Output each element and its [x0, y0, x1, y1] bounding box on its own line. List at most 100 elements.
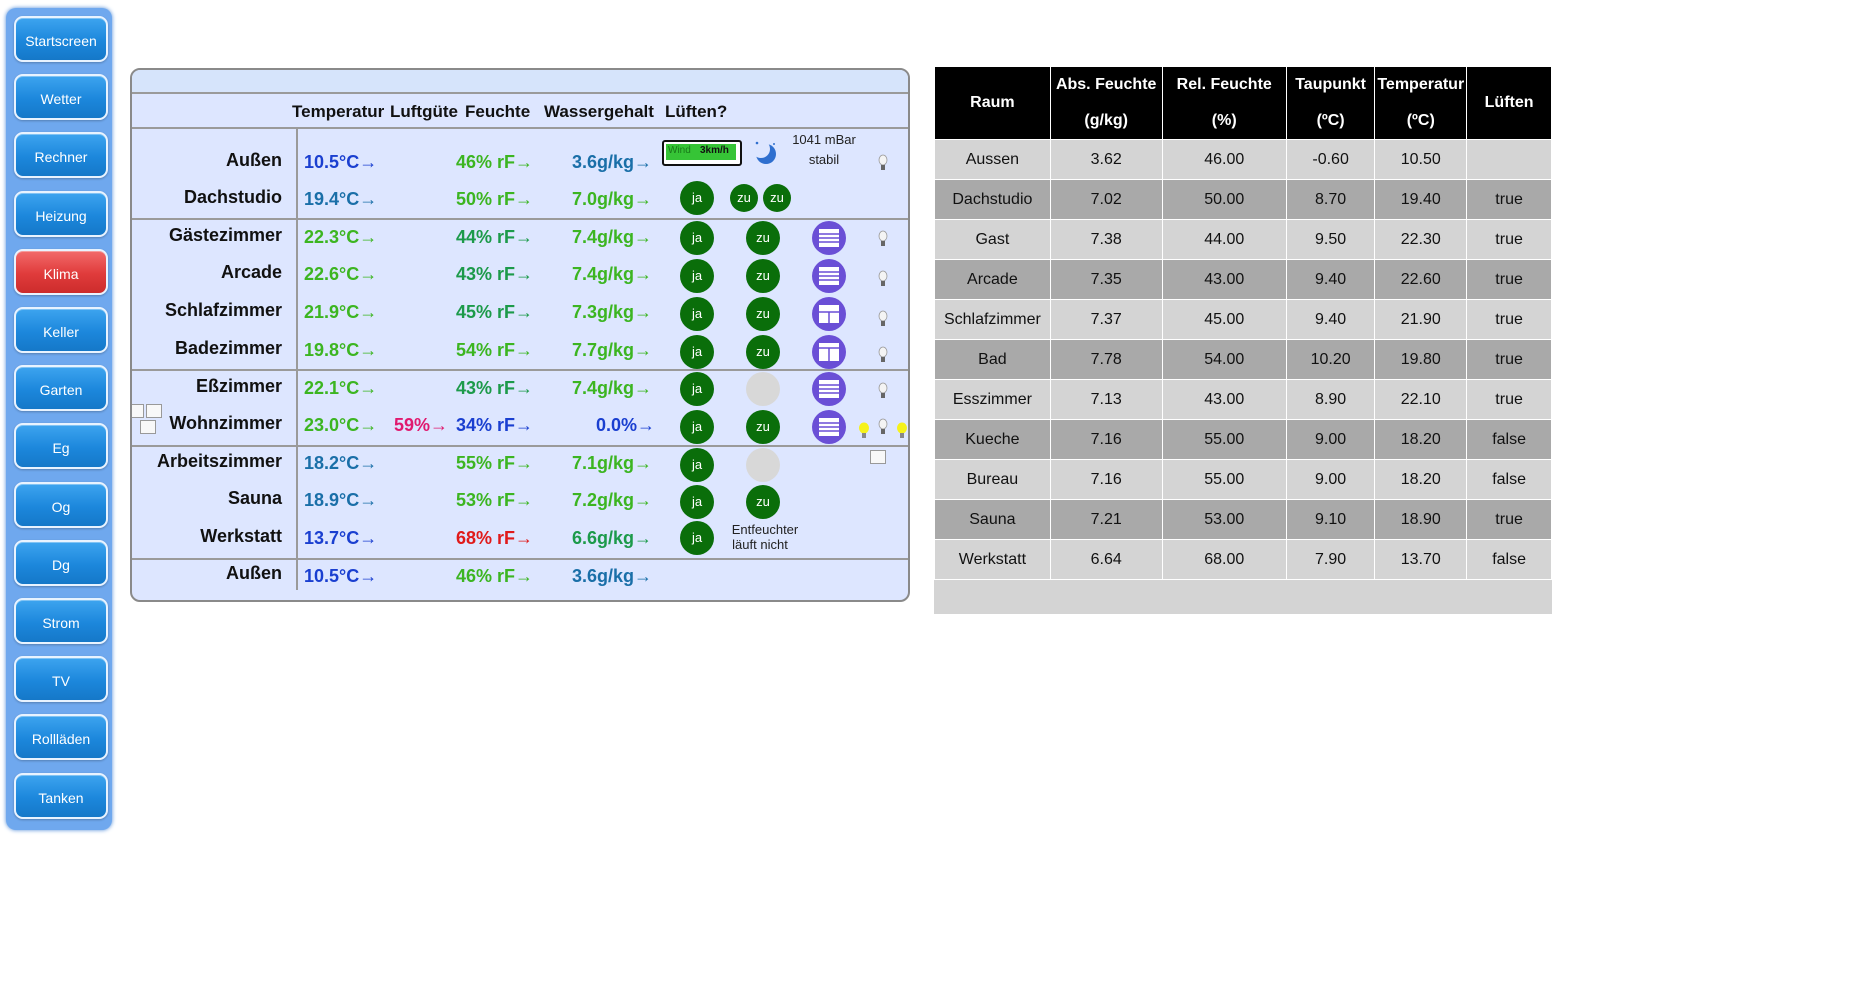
column-header-line: Lüften [1484, 94, 1534, 111]
nav-button-rechner[interactable]: Rechner [14, 132, 108, 179]
table-cell: 9.40 [1285, 259, 1376, 300]
window-closed-indicator[interactable]: zu [763, 184, 791, 212]
table-cell: 3.62 [1049, 139, 1163, 180]
nav-button-dg[interactable]: Dg [14, 539, 108, 586]
room-label-aussen: Außen [226, 150, 282, 170]
nav-button-tv[interactable]: TV [14, 656, 108, 703]
dehumidifier-status: Entfeuchter [731, 522, 799, 537]
nav-button-wetter[interactable]: Wetter [14, 74, 108, 121]
hum-werkstatt: 68% rF→ [456, 528, 534, 548]
table-cell: Bad [934, 339, 1051, 380]
blind-icon[interactable] [812, 372, 846, 406]
vent-yes-indicator[interactable]: ja [680, 448, 714, 482]
table-cell: 9.40 [1285, 299, 1376, 340]
window-closed-indicator[interactable]: zu [746, 221, 780, 255]
nav-button-tanken[interactable]: Tanken [14, 772, 108, 819]
header-feuchte: Feuchte [465, 102, 531, 121]
table-row: Sauna 7.21 53.00 9.10 18.90 true [934, 499, 1552, 540]
wind-indicator: Wind 3km/h [662, 140, 742, 166]
vent-yes-indicator[interactable]: ja [680, 372, 714, 406]
nav-button-keller[interactable]: Keller [14, 307, 108, 353]
light-bulb-off-icon [878, 270, 888, 288]
room-label-aussen: Außen [226, 563, 282, 583]
header-luftguete: Luftgüte [390, 102, 458, 121]
temp-arbeitszimmer: 18.2°C→ [304, 453, 378, 473]
table-cell: 43.00 [1161, 259, 1287, 300]
table-cell: 55.00 [1161, 459, 1287, 500]
divider [132, 92, 908, 94]
table-cell: 7.90 [1285, 539, 1376, 580]
window-icon[interactable] [812, 335, 846, 369]
nav-button-heizung[interactable]: Heizung [14, 190, 108, 237]
light-bulb-off-icon [878, 346, 888, 364]
window-closed-indicator[interactable]: zu [730, 184, 758, 212]
table-cell: Werkstatt [934, 539, 1051, 580]
panel-title-bar [132, 70, 908, 93]
water-aussen: 3.6g/kg→ [572, 152, 653, 172]
window-closed-indicator[interactable]: zu [746, 410, 780, 444]
vent-yes-indicator[interactable]: ja [680, 181, 714, 215]
table-cell: 53.00 [1161, 499, 1287, 540]
blind-icon[interactable] [812, 297, 846, 331]
window-closed-indicator[interactable]: zu [746, 335, 780, 369]
vent-yes-indicator[interactable]: ja [680, 221, 714, 255]
blind-icon[interactable] [812, 410, 846, 444]
vent-yes-indicator[interactable]: ja [680, 297, 714, 331]
header-lueften: Lüften? [665, 102, 728, 121]
hum-arcade: 43% rF→ [456, 264, 534, 284]
column-header-line: Raum [970, 94, 1015, 111]
nav-button-og[interactable]: Og [14, 481, 108, 528]
blind-icon[interactable] [812, 221, 846, 255]
window-closed-indicator[interactable]: zu [746, 297, 780, 331]
table-cell: 18.20 [1374, 419, 1468, 460]
table-cell: 10.20 [1285, 339, 1376, 380]
hum-schlafzimmer: 45% rF→ [456, 302, 534, 322]
divider [132, 369, 908, 371]
vent-yes-indicator[interactable]: ja [680, 335, 714, 369]
light-bulb-off-icon [878, 418, 888, 436]
pressure-value: 1041 mBar [792, 132, 856, 147]
table-cell: Gast [934, 219, 1051, 260]
window-status-unknown-indicator[interactable] [746, 372, 780, 406]
table-cell: 8.90 [1285, 379, 1376, 420]
table-cell: 55.00 [1161, 419, 1287, 460]
pressure-trend: stabil [808, 152, 840, 167]
nav-button-strom[interactable]: Strom [14, 598, 108, 644]
vent-yes-indicator[interactable]: ja [680, 259, 714, 293]
nav-button-eg[interactable]: Eg [14, 423, 108, 470]
table-cell: 7.13 [1049, 379, 1163, 420]
table-body: Aussen 3.62 46.00 -0.60 10.50 Dachstudio 7.02 5… [934, 139, 1552, 580]
wind-label: Wind [668, 145, 691, 156]
column-header: Rel. Feuchte (%) [1161, 66, 1287, 140]
nav-button-klima[interactable]: Klima [14, 248, 108, 295]
table-cell: false [1466, 419, 1552, 460]
temp-wohnzimmer: 23.0°C→ [304, 415, 378, 435]
table-row: Arcade 7.35 43.00 9.40 22.60 true [934, 259, 1552, 300]
blind-icon[interactable] [812, 259, 846, 293]
column-header-line: Rel. Feuchte (%) [1176, 76, 1272, 129]
humidity-table: Raum Abs. Feuchte (g/kg) Rel. Feuchte (%) Ta… [934, 66, 1552, 614]
water-esszimmer: 7.4g/kg→ [572, 378, 653, 398]
vent-yes-indicator[interactable]: ja [680, 521, 714, 555]
room-label-sauna: Sauna [227, 488, 282, 508]
table-cell: 9.00 [1285, 419, 1376, 460]
climate-panel: Temperatur Luftgüte Feuchte Wassergehalt… [130, 68, 910, 602]
nav-button-rollläden[interactable]: Rollläden [14, 714, 108, 761]
broken-image-icon [870, 450, 886, 464]
table-cell: 7.35 [1049, 259, 1163, 300]
window-closed-indicator[interactable]: zu [746, 485, 780, 519]
hum-badezimmer: 54% rF→ [456, 340, 534, 360]
table-cell: 22.10 [1374, 379, 1468, 420]
vent-yes-indicator[interactable]: ja [680, 410, 714, 444]
nav-button-startscreen[interactable]: Startscreen [14, 16, 108, 62]
nav-button-garten[interactable]: Garten [14, 365, 108, 412]
table-cell: 7.78 [1049, 339, 1163, 380]
vent-yes-indicator[interactable]: ja [680, 485, 714, 519]
light-bulb-off-icon [878, 230, 888, 248]
table-cell: Arcade [934, 259, 1051, 300]
temp-aussen: 10.5°C→ [304, 152, 378, 172]
hum-aussen: 46% rF→ [456, 566, 534, 586]
window-status-unknown-indicator[interactable] [746, 448, 780, 482]
window-closed-indicator[interactable]: zu [746, 259, 780, 293]
table-row: Gast 7.38 44.00 9.50 22.30 true [934, 219, 1552, 260]
